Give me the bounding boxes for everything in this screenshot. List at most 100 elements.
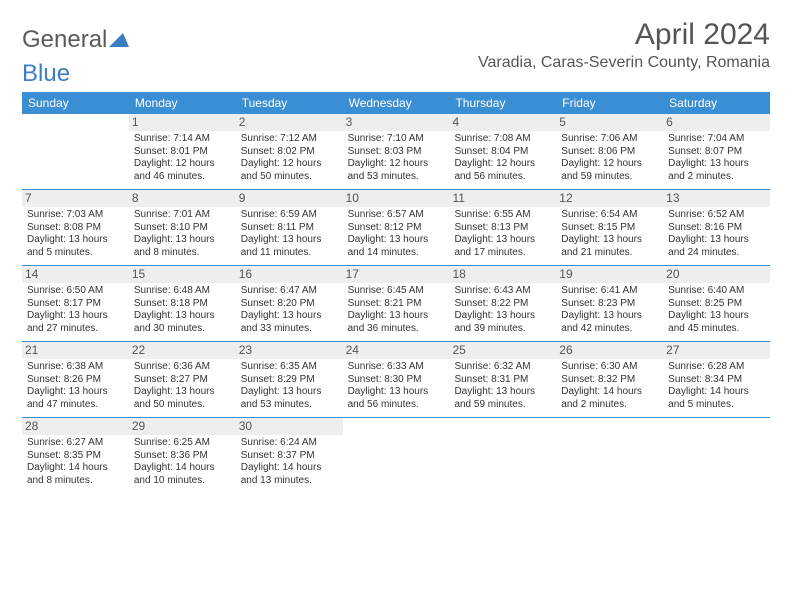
day-cell: 16Sunrise: 6:47 AMSunset: 8:20 PMDayligh… xyxy=(236,266,343,341)
day-number: 25 xyxy=(449,342,556,359)
sunset-text: Sunset: 8:25 PM xyxy=(668,298,765,311)
sunset-text: Sunset: 8:18 PM xyxy=(134,298,231,311)
daylight1-text: Daylight: 13 hours xyxy=(348,386,445,399)
day-cell: 8Sunrise: 7:01 AMSunset: 8:10 PMDaylight… xyxy=(129,190,236,265)
sunrise-text: Sunrise: 6:57 AM xyxy=(348,209,445,222)
day-cell: 25Sunrise: 6:32 AMSunset: 8:31 PMDayligh… xyxy=(449,342,556,417)
week-row: 7Sunrise: 7:03 AMSunset: 8:08 PMDaylight… xyxy=(22,190,770,266)
day-number: 30 xyxy=(236,418,343,435)
daylight2-text: and 59 minutes. xyxy=(561,171,658,184)
daylight2-text: and 10 minutes. xyxy=(134,475,231,488)
day-cell: 23Sunrise: 6:35 AMSunset: 8:29 PMDayligh… xyxy=(236,342,343,417)
daylight1-text: Daylight: 12 hours xyxy=(454,158,551,171)
daylight2-text: and 39 minutes. xyxy=(454,323,551,336)
logo-triangle-icon xyxy=(109,26,129,54)
sunrise-text: Sunrise: 7:14 AM xyxy=(134,133,231,146)
daylight1-text: Daylight: 14 hours xyxy=(241,462,338,475)
day-number: 14 xyxy=(22,266,129,283)
daylight1-text: Daylight: 13 hours xyxy=(241,310,338,323)
day-cell: 9Sunrise: 6:59 AMSunset: 8:11 PMDaylight… xyxy=(236,190,343,265)
day-cell: 28Sunrise: 6:27 AMSunset: 8:35 PMDayligh… xyxy=(22,418,129,493)
logo-text-blue: Blue xyxy=(22,60,770,88)
sunset-text: Sunset: 8:21 PM xyxy=(348,298,445,311)
day-cell: 14Sunrise: 6:50 AMSunset: 8:17 PMDayligh… xyxy=(22,266,129,341)
sunset-text: Sunset: 8:06 PM xyxy=(561,146,658,159)
day-header-fri: Friday xyxy=(556,92,663,114)
daylight1-text: Daylight: 13 hours xyxy=(27,386,124,399)
sunrise-text: Sunrise: 6:47 AM xyxy=(241,285,338,298)
daylight2-text: and 27 minutes. xyxy=(27,323,124,336)
daylight1-text: Daylight: 13 hours xyxy=(561,310,658,323)
day-cell: 3Sunrise: 7:10 AMSunset: 8:03 PMDaylight… xyxy=(343,114,450,189)
daylight1-text: Daylight: 13 hours xyxy=(668,234,765,247)
sunset-text: Sunset: 8:16 PM xyxy=(668,222,765,235)
sunset-text: Sunset: 8:30 PM xyxy=(348,374,445,387)
day-cell xyxy=(22,114,129,189)
daylight2-text: and 50 minutes. xyxy=(241,171,338,184)
day-number: 21 xyxy=(22,342,129,359)
week-row: 14Sunrise: 6:50 AMSunset: 8:17 PMDayligh… xyxy=(22,266,770,342)
sunrise-text: Sunrise: 6:24 AM xyxy=(241,437,338,450)
day-cell: 10Sunrise: 6:57 AMSunset: 8:12 PMDayligh… xyxy=(343,190,450,265)
sunset-text: Sunset: 8:35 PM xyxy=(27,450,124,463)
sunrise-text: Sunrise: 6:59 AM xyxy=(241,209,338,222)
day-number: 11 xyxy=(449,190,556,207)
sunset-text: Sunset: 8:01 PM xyxy=(134,146,231,159)
sunset-text: Sunset: 8:04 PM xyxy=(454,146,551,159)
day-cell: 19Sunrise: 6:41 AMSunset: 8:23 PMDayligh… xyxy=(556,266,663,341)
daylight2-text: and 56 minutes. xyxy=(348,399,445,412)
day-cell: 30Sunrise: 6:24 AMSunset: 8:37 PMDayligh… xyxy=(236,418,343,493)
sunrise-text: Sunrise: 6:33 AM xyxy=(348,361,445,374)
daylight2-text: and 8 minutes. xyxy=(134,247,231,260)
sunrise-text: Sunrise: 6:32 AM xyxy=(454,361,551,374)
sunrise-text: Sunrise: 6:36 AM xyxy=(134,361,231,374)
daylight2-text: and 56 minutes. xyxy=(454,171,551,184)
day-cell: 7Sunrise: 7:03 AMSunset: 8:08 PMDaylight… xyxy=(22,190,129,265)
day-number: 10 xyxy=(343,190,450,207)
sunrise-text: Sunrise: 7:06 AM xyxy=(561,133,658,146)
daylight2-text: and 5 minutes. xyxy=(668,399,765,412)
day-cell: 13 Sunrise: 6:52 AMSunset: 8:16 PMDayligh… xyxy=(663,190,770,265)
day-cell: 15Sunrise: 6:48 AMSunset: 8:18 PMDayligh… xyxy=(129,266,236,341)
sunset-text: Sunset: 8:13 PM xyxy=(454,222,551,235)
daylight1-text: Daylight: 12 hours xyxy=(348,158,445,171)
sunset-text: Sunset: 8:22 PM xyxy=(454,298,551,311)
sunrise-text: Sunrise: 7:12 AM xyxy=(241,133,338,146)
daylight2-text: and 2 minutes. xyxy=(668,171,765,184)
daylight1-text: Daylight: 12 hours xyxy=(241,158,338,171)
sunrise-text: Sunrise: 7:08 AM xyxy=(454,133,551,146)
daylight1-text: Daylight: 12 hours xyxy=(561,158,658,171)
sunrise-text: Sunrise: 6:30 AM xyxy=(561,361,658,374)
sunrise-text: Sunrise: 6:38 AM xyxy=(27,361,124,374)
daylight2-text: and 33 minutes. xyxy=(241,323,338,336)
sunrise-text: Sunrise: 7:10 AM xyxy=(348,133,445,146)
daylight1-text: Daylight: 13 hours xyxy=(348,310,445,323)
day-number: 13 xyxy=(663,190,770,207)
logo: General xyxy=(22,26,129,54)
day-cell xyxy=(663,418,770,493)
day-header-sat: Saturday xyxy=(663,92,770,114)
daylight1-text: Daylight: 14 hours xyxy=(27,462,124,475)
day-number: 5 xyxy=(556,114,663,131)
daylight2-text: and 53 minutes. xyxy=(348,171,445,184)
daylight2-text: and 46 minutes. xyxy=(134,171,231,184)
daylight1-text: Daylight: 14 hours xyxy=(561,386,658,399)
logo-text-general: General xyxy=(22,26,107,54)
day-number: 20 xyxy=(663,266,770,283)
daylight1-text: Daylight: 12 hours xyxy=(134,158,231,171)
sunset-text: Sunset: 8:12 PM xyxy=(348,222,445,235)
sunrise-text: Sunrise: 6:52 AM xyxy=(668,209,765,222)
daylight2-text: and 47 minutes. xyxy=(27,399,124,412)
day-cell: 6Sunrise: 7:04 AMSunset: 8:07 PMDaylight… xyxy=(663,114,770,189)
sunrise-text: Sunrise: 7:04 AM xyxy=(668,133,765,146)
day-cell: 4Sunrise: 7:08 AMSunset: 8:04 PMDaylight… xyxy=(449,114,556,189)
day-header-wed: Wednesday xyxy=(343,92,450,114)
sunrise-text: Sunrise: 6:48 AM xyxy=(134,285,231,298)
sunset-text: Sunset: 8:20 PM xyxy=(241,298,338,311)
day-header-thu: Thursday xyxy=(449,92,556,114)
daylight2-text: and 2 minutes. xyxy=(561,399,658,412)
day-cell: 18Sunrise: 6:43 AMSunset: 8:22 PMDayligh… xyxy=(449,266,556,341)
sunrise-text: Sunrise: 6:27 AM xyxy=(27,437,124,450)
daylight2-text: and 17 minutes. xyxy=(454,247,551,260)
sunset-text: Sunset: 8:34 PM xyxy=(668,374,765,387)
